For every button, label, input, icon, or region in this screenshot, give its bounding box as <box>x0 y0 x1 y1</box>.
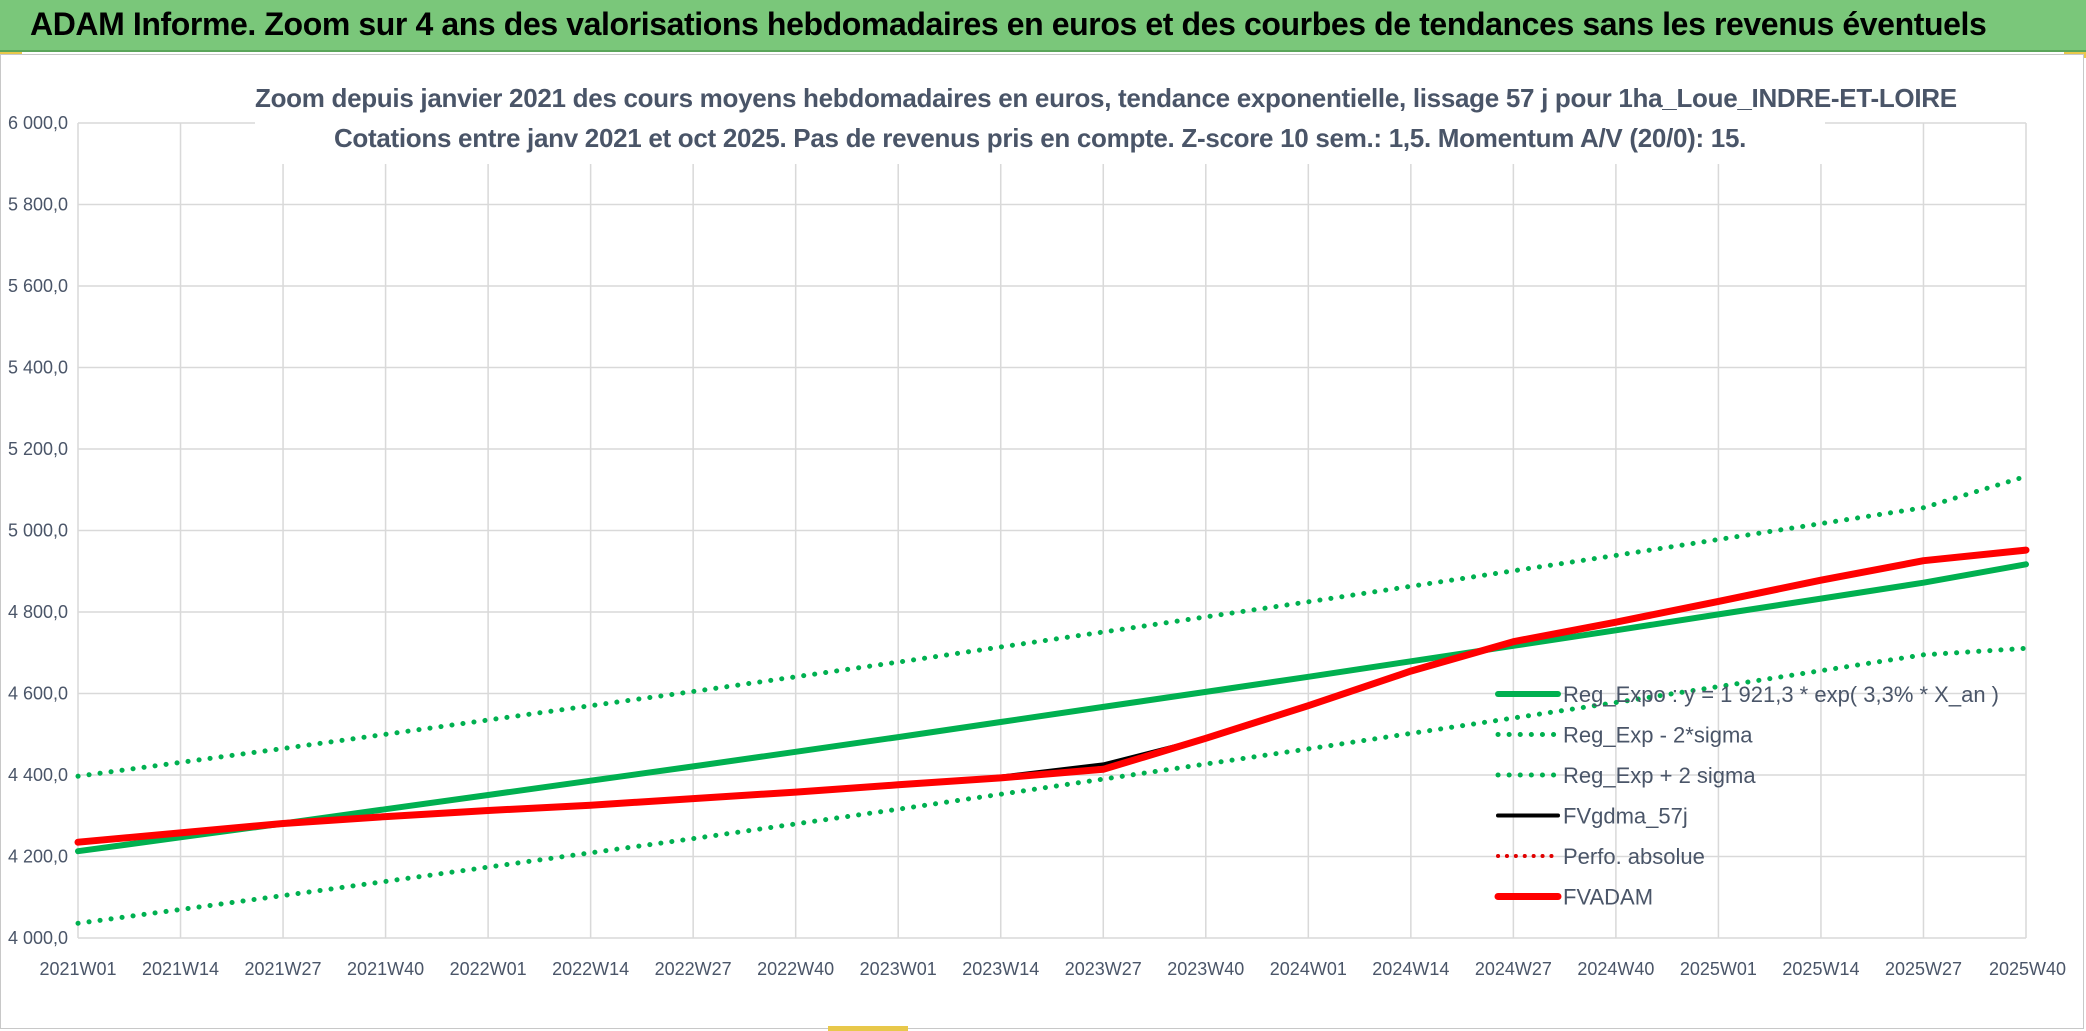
legend-label: FVADAM <box>1563 885 1653 910</box>
bottom-tab <box>828 1026 908 1031</box>
x-tick-label: 2022W27 <box>655 959 732 979</box>
x-tick-label: 2024W01 <box>1270 959 1347 979</box>
y-tick-label: 6 000,0 <box>8 113 68 133</box>
x-tick-label: 2022W01 <box>450 959 527 979</box>
y-tick-label: 4 600,0 <box>8 684 68 704</box>
x-tick-label: 2021W14 <box>142 959 219 979</box>
x-tick-label: 2024W27 <box>1475 959 1552 979</box>
chart-area <box>0 54 2084 1029</box>
chart-subtitle: Cotations entre janv 2021 et oct 2025. P… <box>333 123 1747 153</box>
legend-label: Reg_Exp - 2*sigma <box>1563 723 1753 748</box>
x-tick-label: 2023W14 <box>962 959 1039 979</box>
chart-title-box: Zoom depuis janvier 2021 des cours moyen… <box>255 78 1957 164</box>
x-tick-label: 2023W01 <box>860 959 937 979</box>
x-tick-label: 2024W14 <box>1372 959 1449 979</box>
y-axis: 6 000,0 5 800,0 5 600,0 5 400,0 5 200,0 5 000… <box>8 113 68 948</box>
legend: Reg_Expo : y = 1 921,3 * exp( 3,3% * X_a… <box>1494 682 1999 910</box>
x-tick-label: 2025W14 <box>1782 959 1859 979</box>
y-tick-label: 4 800,0 <box>8 602 68 622</box>
x-tick-label: 2021W40 <box>347 959 424 979</box>
legend-label: Reg_Exp + 2 sigma <box>1563 763 1756 788</box>
x-tick-label: 2023W27 <box>1065 959 1142 979</box>
x-tick-label: 2025W40 <box>1989 959 2066 979</box>
x-tick-label: 2022W14 <box>552 959 629 979</box>
report-title: ADAM Informe. Zoom sur 4 ans des valoris… <box>30 6 1987 42</box>
series-line-5 <box>74 546 2030 846</box>
x-tick-label: 2025W01 <box>1680 959 1757 979</box>
x-tick-label: 2021W27 <box>245 959 322 979</box>
x-tick-label: 2022W40 <box>757 959 834 979</box>
legend-label: FVgdma_57j <box>1563 804 1688 829</box>
legend-label: Perfo. absolue <box>1563 844 1705 869</box>
y-tick-label: 4 200,0 <box>8 847 68 867</box>
y-tick-label: 5 600,0 <box>8 276 68 296</box>
x-tick-label: 2021W01 <box>39 959 116 979</box>
report-banner: ADAM Informe. Zoom sur 4 ans des valoris… <box>0 0 2086 52</box>
chart-title: Zoom depuis janvier 2021 des cours moyen… <box>255 83 1957 113</box>
y-tick-label: 5 200,0 <box>8 439 68 459</box>
series-lines <box>74 473 2030 926</box>
y-tick-label: 4 000,0 <box>8 928 68 948</box>
x-axis: 2021W01 2021W14 2021W27 2021W40 2022W01 2022W… <box>39 959 2066 979</box>
y-tick-label: 4 400,0 <box>8 765 68 785</box>
y-tick-label: 5 400,0 <box>8 358 68 378</box>
y-tick-label: 5 000,0 <box>8 521 68 541</box>
y-tick-label: 5 800,0 <box>8 195 68 215</box>
legend-label: Reg_Expo : y = 1 921,3 * exp( 3,3% * X_a… <box>1563 682 1999 707</box>
series-line-0 <box>75 561 2029 855</box>
x-tick-label: 2023W40 <box>1167 959 1244 979</box>
x-tick-label: 2025W27 <box>1885 959 1962 979</box>
x-tick-label: 2024W40 <box>1577 959 1654 979</box>
